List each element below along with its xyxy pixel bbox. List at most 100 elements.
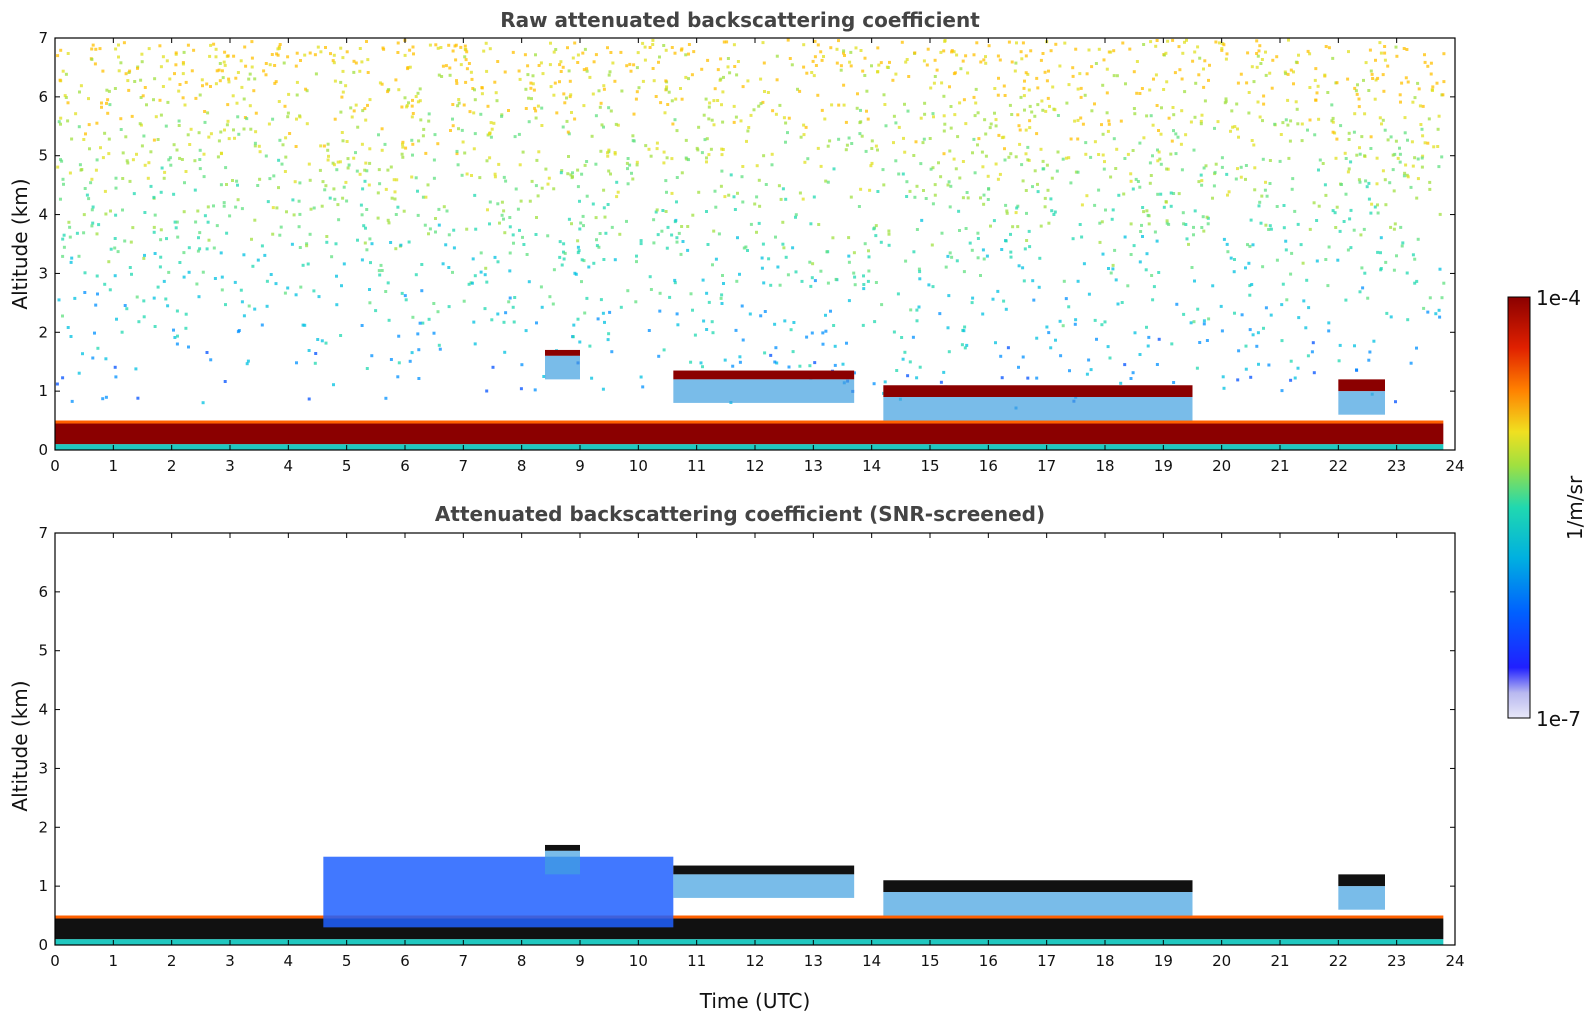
- noise-pixel: [1403, 131, 1407, 135]
- noise-pixel: [1155, 39, 1159, 42]
- noise-pixel: [853, 371, 856, 375]
- noise-pixel: [428, 43, 432, 47]
- noise-pixel: [570, 222, 573, 226]
- noise-pixel: [401, 145, 405, 149]
- noise-pixel: [924, 197, 928, 200]
- noise-pixel: [1198, 56, 1202, 60]
- noise-pixel: [1244, 344, 1248, 348]
- noise-pixel: [89, 181, 93, 185]
- noise-pixel: [1268, 182, 1272, 185]
- noise-pixel: [676, 323, 680, 327]
- noise-pixel: [410, 104, 414, 108]
- noise-pixel: [114, 47, 118, 51]
- noise-pixel: [588, 344, 592, 348]
- noise-pixel: [360, 258, 364, 262]
- noise-pixel: [566, 130, 570, 134]
- noise-pixel: [1107, 267, 1110, 270]
- noise-pixel: [1133, 331, 1137, 335]
- noise-pixel: [842, 51, 845, 55]
- noise-pixel: [981, 248, 985, 252]
- noise-pixel: [451, 117, 454, 121]
- noise-pixel: [808, 260, 812, 264]
- noise-pixel: [1026, 158, 1030, 162]
- noise-pixel: [949, 126, 953, 130]
- noise-pixel: [323, 188, 327, 192]
- noise-pixel: [842, 83, 846, 87]
- noise-pixel: [1409, 361, 1413, 365]
- noise-pixel: [1180, 109, 1184, 113]
- noise-pixel: [1369, 147, 1373, 150]
- noise-pixel: [907, 75, 911, 78]
- noise-pixel: [1028, 119, 1032, 123]
- noise-pixel: [798, 89, 802, 93]
- noise-pixel: [272, 174, 276, 178]
- noise-pixel: [1005, 209, 1009, 213]
- noise-pixel: [759, 77, 763, 81]
- noise-pixel: [1115, 147, 1119, 151]
- x-tick-label: 16: [979, 457, 998, 475]
- noise-pixel: [1029, 49, 1033, 53]
- noise-pixel: [1327, 321, 1331, 325]
- noise-pixel: [1363, 154, 1367, 158]
- noise-pixel: [766, 91, 770, 94]
- noise-pixel: [524, 107, 528, 110]
- noise-pixel: [629, 69, 633, 73]
- noise-pixel: [184, 170, 188, 173]
- noise-pixel: [600, 123, 604, 127]
- noise-pixel: [1394, 45, 1398, 49]
- noise-pixel: [197, 295, 201, 299]
- noise-pixel: [1100, 323, 1104, 327]
- noise-pixel: [253, 218, 257, 222]
- noise-pixel: [958, 176, 962, 180]
- noise-pixel: [1288, 139, 1292, 143]
- noise-pixel: [496, 260, 500, 264]
- noise-pixel: [201, 270, 205, 274]
- x-tick-label: 18: [1095, 952, 1114, 970]
- noise-pixel: [776, 265, 780, 269]
- noise-pixel: [790, 63, 794, 67]
- noise-pixel: [736, 60, 740, 63]
- noise-pixel: [378, 81, 382, 85]
- noise-pixel: [377, 269, 381, 273]
- noise-pixel: [116, 250, 120, 254]
- noise-pixel: [972, 137, 976, 141]
- noise-pixel: [707, 117, 711, 121]
- noise-pixel: [775, 78, 779, 82]
- x-tick-label: 0: [50, 457, 60, 475]
- noise-pixel: [619, 305, 623, 309]
- noise-pixel: [606, 203, 610, 206]
- noise-pixel: [567, 217, 571, 221]
- noise-pixel: [1131, 149, 1135, 152]
- noise-pixel: [162, 176, 166, 180]
- noise-pixel: [1051, 85, 1055, 89]
- noise-pixel: [764, 183, 768, 186]
- noise-pixel: [813, 39, 817, 43]
- noise-pixel: [721, 148, 725, 151]
- noise-pixel: [720, 293, 724, 297]
- noise-pixel: [680, 97, 684, 101]
- noise-pixel: [1436, 145, 1440, 148]
- noise-pixel: [117, 69, 121, 73]
- noise-pixel: [1061, 157, 1065, 161]
- noise-pixel: [1166, 167, 1170, 171]
- cloud-layer-fringe: [1338, 886, 1385, 910]
- noise-pixel: [181, 96, 185, 100]
- noise-pixel: [69, 260, 73, 264]
- noise-pixel: [859, 49, 863, 52]
- noise-pixel: [552, 268, 556, 272]
- noise-pixel: [364, 118, 368, 122]
- noise-pixel: [1296, 366, 1300, 370]
- noise-pixel: [82, 138, 86, 141]
- noise-pixel: [1392, 227, 1396, 231]
- noise-pixel: [1116, 302, 1120, 306]
- noise-pixel: [473, 98, 477, 102]
- noise-pixel: [913, 195, 917, 199]
- noise-pixel: [572, 323, 576, 327]
- noise-pixel: [1045, 325, 1049, 329]
- noise-pixel: [414, 176, 418, 180]
- noise-pixel: [1220, 165, 1224, 169]
- noise-pixel: [855, 106, 859, 110]
- noise-pixel: [496, 312, 500, 316]
- noise-pixel: [1093, 140, 1097, 144]
- noise-pixel: [253, 307, 257, 311]
